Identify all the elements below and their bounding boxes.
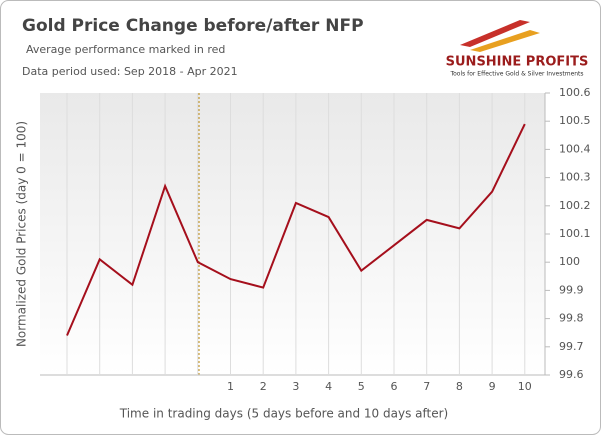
- x-tick-label: 10: [518, 380, 532, 393]
- y-tick-label: 100.2: [559, 199, 591, 212]
- y-tick-label: 100.5: [559, 114, 591, 127]
- y-tick-label: 100.6: [559, 86, 591, 99]
- y-tick-label: 99.9: [559, 283, 584, 296]
- y-tick-label: 99.6: [559, 368, 584, 381]
- y-tick-label: 99.8: [559, 312, 584, 325]
- x-tick-label: 3: [292, 380, 299, 393]
- period: Data period used: Sep 2018 - Apr 2021: [22, 65, 238, 78]
- x-axis-label: Time in trading days (5 days before and …: [119, 407, 448, 421]
- x-tick-label: 4: [325, 380, 332, 393]
- logo-mark: [470, 30, 540, 52]
- x-tick-label: 2: [260, 380, 267, 393]
- logo-mark: [460, 20, 530, 47]
- plot-area: [40, 93, 545, 375]
- y-tick-label: 100: [559, 255, 580, 268]
- y-tick-label: 99.7: [559, 340, 584, 353]
- y-tick-label: 100.4: [559, 142, 591, 155]
- line: [66, 123, 526, 336]
- x-tick-label: 8: [456, 380, 463, 393]
- x-tick-label: 5: [358, 380, 365, 393]
- y-tick-label: 100.3: [559, 171, 591, 184]
- x-tick-label: 6: [391, 380, 398, 393]
- x-tick-label: 7: [423, 380, 430, 393]
- logo-name: SUNSHINE PROFITS: [446, 55, 589, 70]
- chart-title: Gold Price Change before/after NFP: [22, 16, 364, 36]
- subtitle: Average performance marked in red: [26, 43, 225, 56]
- logo-tagline: Tools for Effective Gold & Silver Invest…: [449, 71, 583, 78]
- y-axis-label: Normalized Gold Prices (day 0 = 100): [15, 121, 29, 347]
- x-tick-label: 1: [227, 380, 234, 393]
- x-tick-label: 9: [489, 380, 496, 393]
- y-tick-label: 100.1: [559, 227, 591, 240]
